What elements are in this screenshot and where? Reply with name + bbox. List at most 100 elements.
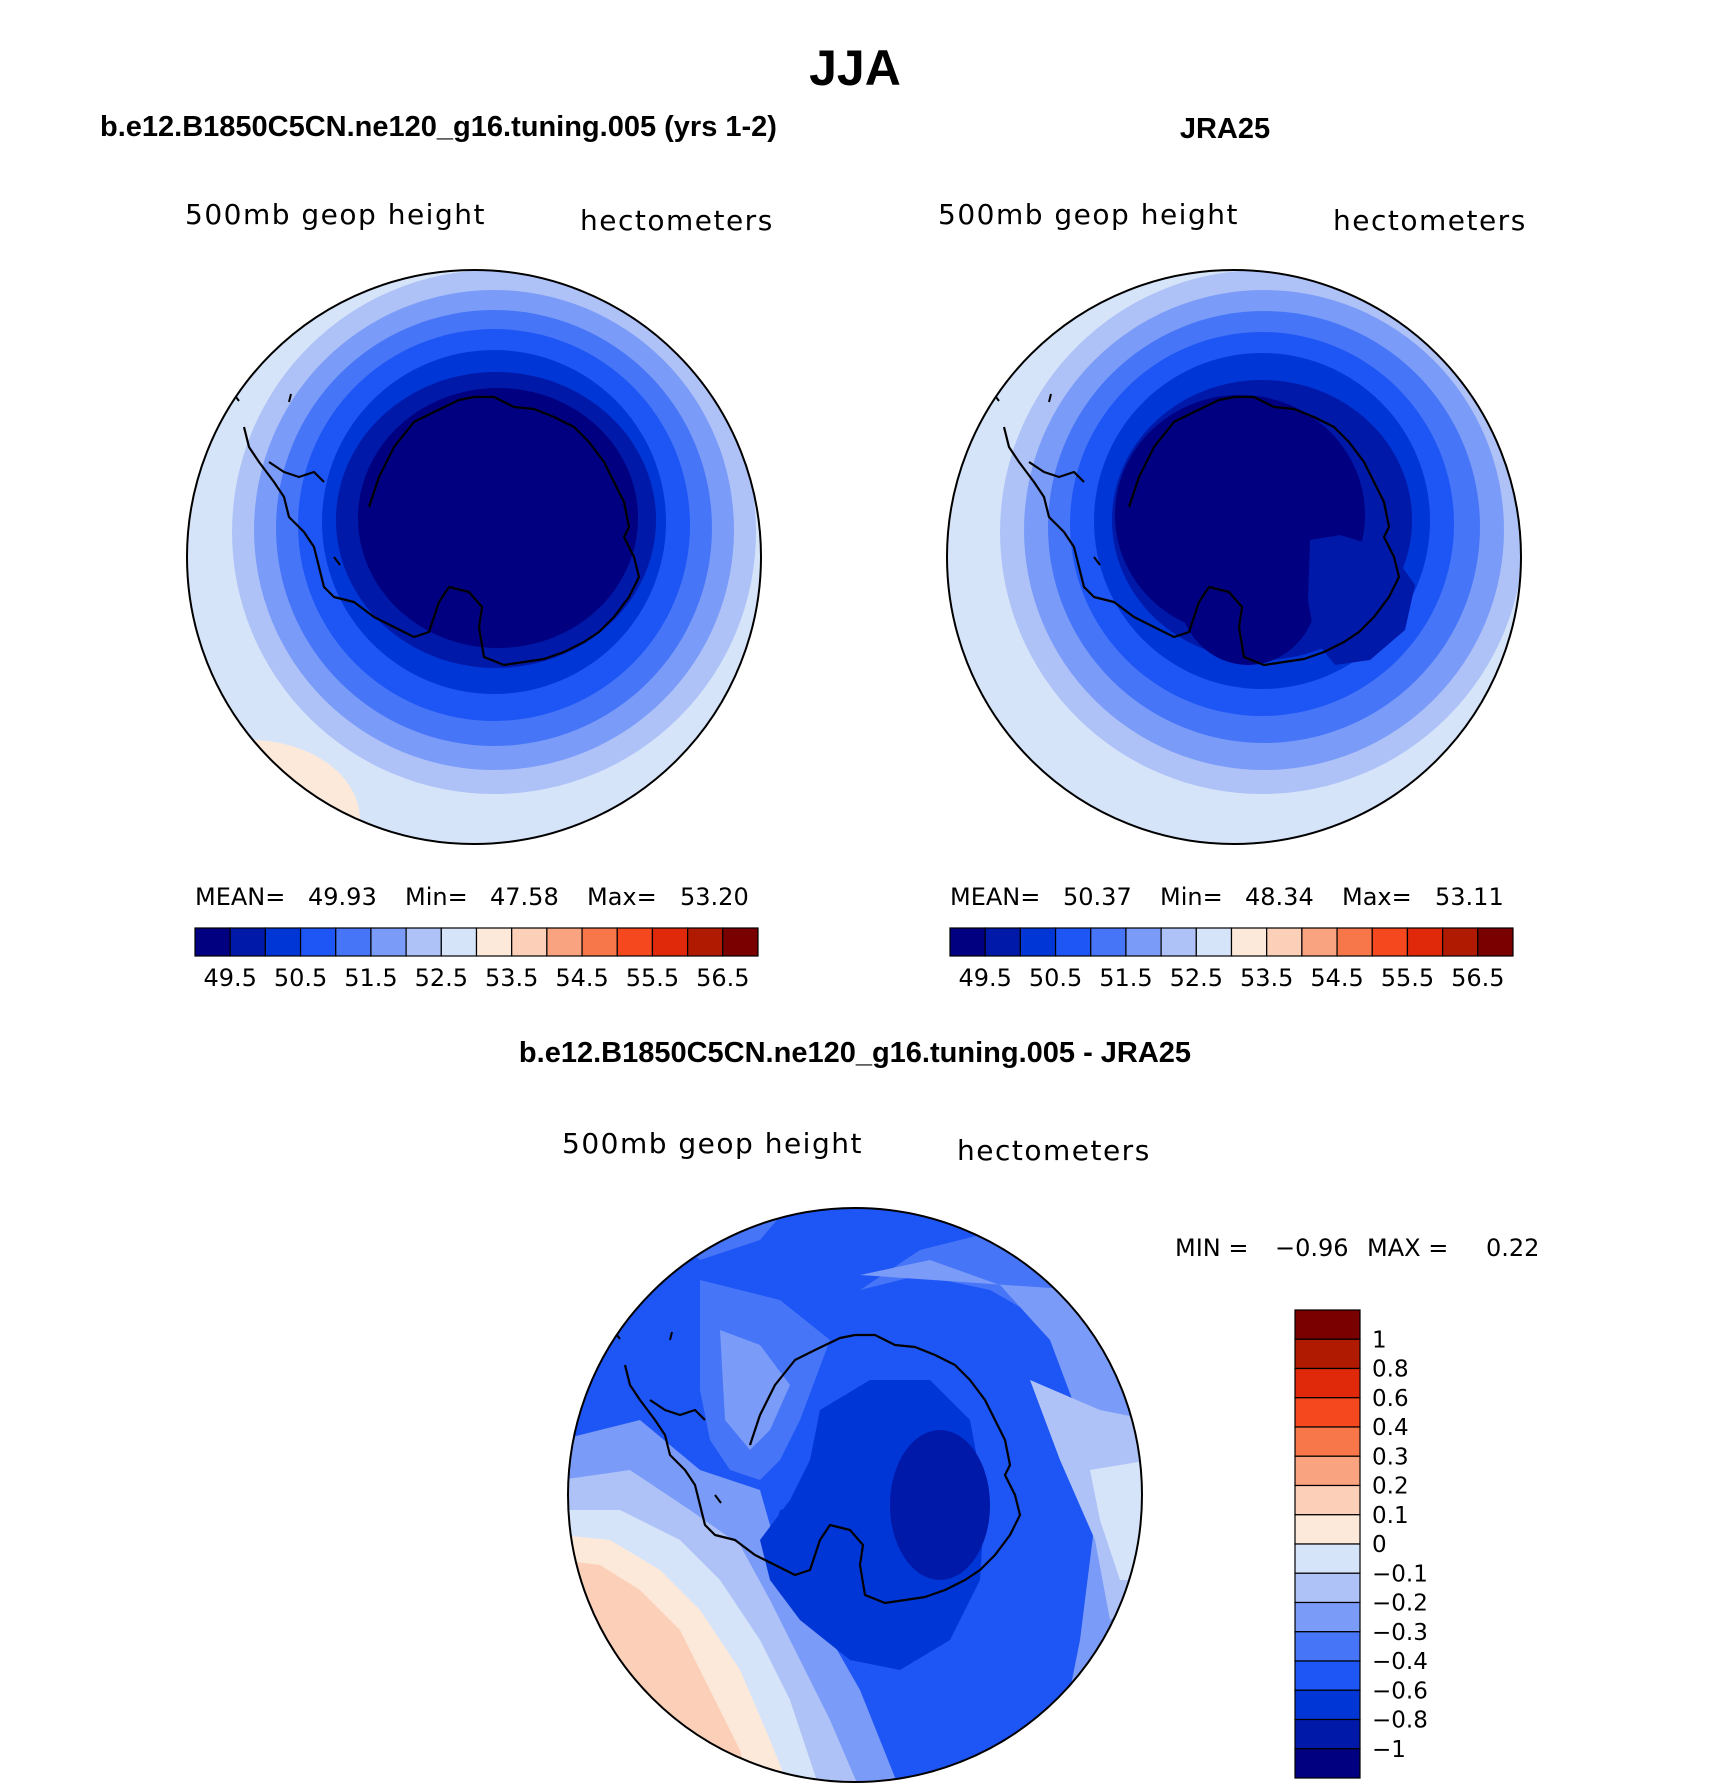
colorbar-swatch xyxy=(1125,927,1162,957)
stat-mean-value: 49.93 xyxy=(308,883,377,911)
contour-band xyxy=(705,1769,765,1782)
colorbar-swatch xyxy=(1195,927,1233,957)
panel-diff-units: hectometers xyxy=(957,1134,1151,1167)
colorbar-swatch xyxy=(1266,927,1303,957)
colorbar-swatch xyxy=(1294,1689,1361,1721)
colorbar-tick-label: −0.4 xyxy=(1372,1649,1428,1675)
colorbar-swatch xyxy=(1442,927,1479,957)
stat-max-value: 0.22 xyxy=(1486,1234,1539,1262)
colorbar-swatch xyxy=(1294,1367,1361,1399)
panel-model-units: hectometers xyxy=(580,204,774,237)
colorbar-tick-label: −0.3 xyxy=(1372,1620,1428,1646)
map-diff-border xyxy=(567,1207,1143,1783)
map-model-border xyxy=(186,269,762,845)
colorbar-swatch xyxy=(405,927,442,957)
colorbar-swatch xyxy=(475,927,513,957)
colorbar-swatch xyxy=(370,927,407,957)
panel-obs-title: JRA25 xyxy=(1180,113,1270,145)
stat-min-label: Min= xyxy=(405,883,468,911)
stat-max-label: Max= xyxy=(587,883,657,911)
panel-model-title: b.e12.B1850C5CN.ne120_g16.tuning.005 (yr… xyxy=(100,111,777,143)
colorbar-swatch xyxy=(1160,927,1197,957)
colorbar-tick-label: 51.5 xyxy=(344,964,397,992)
colorbar-tick-label: −0.8 xyxy=(1372,1708,1428,1734)
panel-obs: JRA25 500mb geop height hectometers MEAN… xyxy=(938,113,1527,992)
colorbar-swatch xyxy=(1301,927,1338,957)
colorbar-swatch xyxy=(1090,927,1127,957)
stat-min-value: 47.58 xyxy=(490,883,559,911)
colorbar-swatch xyxy=(1294,1484,1361,1516)
figure-title: JJA xyxy=(809,40,901,96)
panel-diff-title: b.e12.B1850C5CN.ne120_g16.tuning.005 - J… xyxy=(519,1037,1191,1069)
stat-min-value: −0.96 xyxy=(1275,1234,1349,1262)
coastline-path xyxy=(623,1333,1022,1605)
colorbar-swatch xyxy=(546,927,583,957)
colorbar-tick-label: 50.5 xyxy=(274,964,327,992)
stat-mean-label: MEAN= xyxy=(950,883,1040,911)
colorbar-tick-label: −1 xyxy=(1372,1737,1406,1763)
colorbar-swatch xyxy=(1294,1543,1361,1574)
colorbar-obs: 49.5 50.5 51.5 52.5 53.5 54.5 55.5 56.5 xyxy=(949,927,1514,992)
contour-band xyxy=(720,1330,790,1450)
colorbar-swatch xyxy=(194,927,231,957)
coastline-path xyxy=(242,395,641,667)
map-obs-border xyxy=(946,269,1522,845)
stat-max-value: 53.11 xyxy=(1435,883,1504,911)
colorbar-swatch xyxy=(1230,927,1268,957)
colorbar-swatch xyxy=(581,927,618,957)
panel-diff: b.e12.B1850C5CN.ne120_g16.tuning.005 - J… xyxy=(519,1037,1539,1783)
colorbar-diff: 1 0.8 0.6 0.4 0.3 0.2 0.1 0 −0.1 −0.2 −0.3 −0.4 −0.6… xyxy=(1294,1309,1428,1779)
colorbar-tick-label: 54.5 xyxy=(555,964,608,992)
colorbar-swatch xyxy=(1294,1660,1361,1691)
stat-mean-label: MEAN= xyxy=(195,883,285,911)
colorbar-swatch xyxy=(1294,1718,1361,1750)
stat-mean-value: 50.37 xyxy=(1063,883,1132,911)
colorbar-swatch xyxy=(616,927,654,957)
colorbar-tick-label: 53.5 xyxy=(1240,964,1293,992)
colorbar-swatch xyxy=(687,927,724,957)
colorbar-tick-label: −0.6 xyxy=(1372,1678,1428,1704)
colorbar-tick-label: 1 xyxy=(1372,1327,1387,1353)
colorbar-tick-label: 49.5 xyxy=(958,964,1011,992)
colorbar-swatch xyxy=(1294,1748,1361,1779)
panel-model: b.e12.B1850C5CN.ne120_g16.tuning.005 (yr… xyxy=(100,111,777,992)
contour-band xyxy=(890,1430,990,1580)
colorbar-swatch xyxy=(1336,927,1373,957)
panel-model-variable: 500mb geop height xyxy=(185,198,486,231)
colorbar-tick-label: 50.5 xyxy=(1029,964,1082,992)
panel-diff-variable: 500mb geop height xyxy=(562,1127,863,1160)
colorbar-model: 49.5 50.5 51.5 52.5 53.5 54.5 55.5 56.5 xyxy=(194,927,759,992)
colorbar-tick-label: 0 xyxy=(1372,1532,1387,1558)
colorbar-tick-label: 56.5 xyxy=(696,964,749,992)
colorbar-tick-label: 0.8 xyxy=(1372,1357,1409,1383)
colorbar-swatch xyxy=(1406,927,1444,957)
colorbar-swatch xyxy=(984,927,1021,957)
contour-band xyxy=(358,388,638,648)
colorbar-swatch xyxy=(511,927,548,957)
colorbar-swatch xyxy=(1294,1397,1361,1428)
map-model xyxy=(187,270,761,844)
colorbar-tick-label: 54.5 xyxy=(1310,964,1363,992)
stat-min-label: Min= xyxy=(1160,883,1223,911)
map-obs xyxy=(947,270,1521,844)
colorbar-swatch xyxy=(1294,1572,1361,1604)
colorbar-swatch xyxy=(1294,1338,1361,1370)
contour-band xyxy=(1308,535,1415,665)
stat-max-label: Max= xyxy=(1342,883,1412,911)
stat-max-value: 53.20 xyxy=(680,883,749,911)
colorbar-swatch xyxy=(1371,927,1409,957)
colorbar-tick-label: 55.5 xyxy=(626,964,679,992)
colorbar-swatch xyxy=(1019,927,1057,957)
colorbar-tick-label: 51.5 xyxy=(1099,964,1152,992)
colorbar-swatch xyxy=(1294,1455,1361,1487)
colorbar-swatch xyxy=(299,927,337,957)
panel-obs-units: hectometers xyxy=(1333,204,1527,237)
colorbar-swatch xyxy=(1294,1426,1361,1457)
stat-min-label: MIN = xyxy=(1175,1234,1248,1262)
contour-band xyxy=(1090,1460,1142,1580)
colorbar-swatch xyxy=(264,927,302,957)
coastline-path xyxy=(1002,395,1401,667)
colorbar-tick-label: 0.1 xyxy=(1372,1503,1409,1529)
field-warm-sector xyxy=(187,740,360,844)
